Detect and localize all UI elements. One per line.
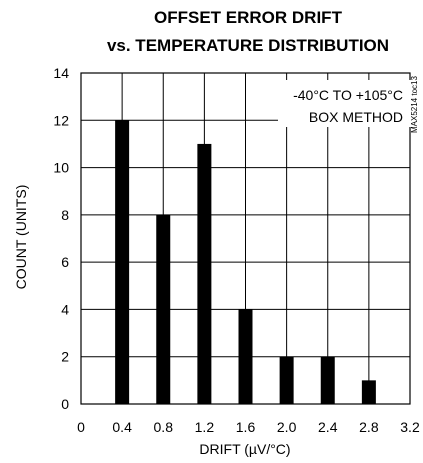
- x-tick-label: 1.2: [195, 419, 215, 435]
- annotation-method: BOX METHOD: [309, 109, 403, 125]
- x-axis-label: DRIFT (µV/°C): [199, 441, 290, 457]
- x-tick-label: 0.8: [154, 419, 174, 435]
- y-tick-label: 8: [61, 207, 69, 223]
- figure-id-label: MAX5214 toc13: [410, 76, 419, 133]
- y-tick-labels: 0 2 4 6 8 10 12 14: [53, 65, 69, 412]
- bar: [115, 120, 130, 405]
- y-tick-label: 4: [61, 301, 69, 317]
- bar: [197, 143, 212, 404]
- bar: [361, 380, 376, 404]
- x-tick-labels: 0 0.4 0.8 1.2 1.6 2.0 2.4 2.8 3.2: [77, 419, 420, 435]
- x-tick-label: 1.6: [236, 419, 256, 435]
- y-tick-label: 10: [53, 160, 69, 176]
- bar: [238, 309, 253, 404]
- y-tick-label: 14: [53, 65, 69, 81]
- y-tick-label: 2: [61, 349, 69, 365]
- bar: [156, 214, 171, 404]
- x-tick-label: 2.4: [318, 419, 338, 435]
- bar: [279, 356, 294, 404]
- x-tick-label: 0: [77, 419, 85, 435]
- y-tick-label: 0: [61, 396, 69, 412]
- chart-title-line-1: OFFSET ERROR DRIFT: [154, 8, 343, 27]
- annotation-temperature-range: -40°C TO +105°C: [293, 87, 403, 103]
- chart-title-line-2: vs. TEMPERATURE DISTRIBUTION: [107, 36, 389, 55]
- x-tick-label: 3.2: [400, 419, 420, 435]
- y-tick-label: 12: [53, 112, 69, 128]
- x-tick-label: 0.4: [112, 419, 132, 435]
- x-tick-label: 2.0: [277, 419, 297, 435]
- bar: [320, 356, 335, 404]
- annotation-box: [278, 80, 412, 127]
- y-tick-label: 6: [61, 254, 69, 270]
- bars: [115, 120, 376, 405]
- y-axis-label: COUNT (UNITS): [13, 185, 29, 290]
- x-tick-label: 2.8: [359, 419, 379, 435]
